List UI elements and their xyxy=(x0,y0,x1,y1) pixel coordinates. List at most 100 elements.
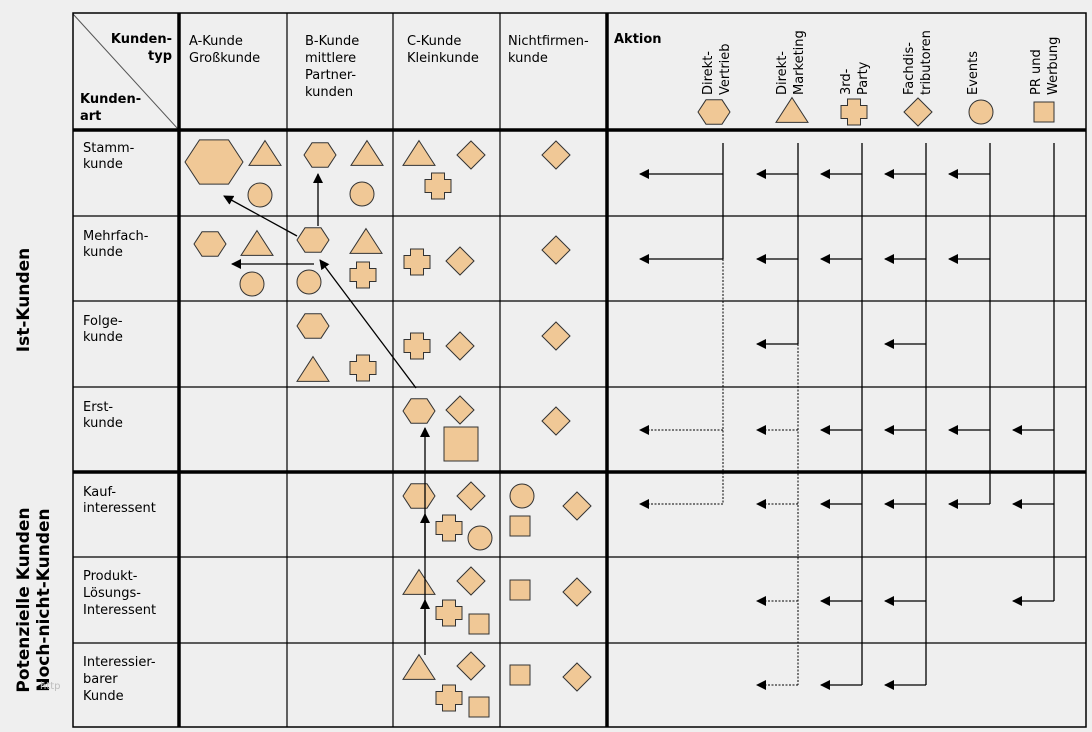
row-label-stamm: Stamm- kunde xyxy=(83,141,135,172)
cell-n-stamm xyxy=(541,140,571,170)
corner-label-kundentyp-2: typ xyxy=(148,49,172,64)
action-direkt-marketing-line-2: Marketing xyxy=(792,30,807,95)
hexagon-shape xyxy=(697,99,731,125)
row-label-erst: Erst- kunde xyxy=(83,400,123,431)
action-fachdistributoren-line-1: Fachdis- xyxy=(902,42,917,95)
row-label-interessierbar: Interessier- barer Kunde xyxy=(83,655,156,704)
cell-a-stamm xyxy=(184,139,282,208)
square-shape xyxy=(509,579,531,601)
cross-shape xyxy=(403,248,431,276)
action-pr-werbung-line-1: PR und xyxy=(1029,49,1044,95)
diamond-shape xyxy=(456,566,486,596)
diamond-shape xyxy=(445,331,475,361)
action-events-line-1: Events xyxy=(966,51,981,95)
square-shape xyxy=(468,613,490,635)
column-header-a-line-1: A-Kunde xyxy=(189,34,243,49)
legend-events-icon xyxy=(968,99,994,125)
column-header-c-line-2: Kleinkunde xyxy=(407,51,479,66)
square-shape xyxy=(509,664,531,686)
action-direkt-vertrieb-line-2: Vertrieb xyxy=(718,43,733,95)
row-interessierbar-line-3: Kunde xyxy=(83,689,124,704)
action-direkt-vertrieb-line-1: Direkt- xyxy=(701,51,716,95)
row-kauf-line-1: Kauf- xyxy=(83,485,116,500)
cross-shape xyxy=(435,599,463,627)
cell-c-mehrfach xyxy=(403,246,475,276)
corner-label-kundenart-2: art xyxy=(80,109,101,124)
diamond-shape xyxy=(445,246,475,276)
cell-n-mehrfach xyxy=(541,235,571,265)
cell-n-interessierbar xyxy=(509,662,592,692)
watermark-text: http xyxy=(40,681,61,692)
column-header-b: B-Kunde mittlere Partner- kunden xyxy=(305,34,359,100)
diamond-shape xyxy=(541,321,571,351)
column-header-b-line-4: kunden xyxy=(305,85,353,100)
column-header-n-line-2: kunde xyxy=(508,51,548,66)
cell-b-folge xyxy=(296,313,377,382)
diamond-shape xyxy=(903,97,933,127)
hexagon-shape xyxy=(303,142,337,168)
table-frame xyxy=(72,12,1087,728)
row-mehrfach-line-2: kunde xyxy=(83,245,123,260)
diamond-shape xyxy=(456,140,486,170)
cell-n-erst xyxy=(541,406,571,436)
cell-n-produkt xyxy=(509,577,592,607)
triangle-shape xyxy=(350,139,384,166)
hexagon-shape xyxy=(402,398,436,424)
migration-arrows xyxy=(223,173,430,655)
circle-shape xyxy=(968,99,994,125)
cell-c-erst xyxy=(402,395,479,462)
triangle-shape xyxy=(248,139,282,166)
row-erst-line-2: kunde xyxy=(83,416,123,431)
row-stamm-line-2: kunde xyxy=(83,157,123,172)
row-produkt-line-2: Lösungs- xyxy=(83,586,141,601)
action-direkt-marketing-line-1: Direkt- xyxy=(775,51,790,95)
diamond-shape xyxy=(456,481,486,511)
cross-shape xyxy=(424,172,452,200)
cell-n-folge xyxy=(541,321,571,351)
cross-shape xyxy=(349,261,377,289)
reach-events xyxy=(948,143,991,509)
circle-shape xyxy=(247,182,273,208)
column-header-a: A-Kunde Großkunde xyxy=(189,34,260,66)
action-header-pr-werbung: PR und Werbung xyxy=(1029,37,1061,95)
circle-shape xyxy=(349,181,375,207)
grid-lines xyxy=(72,12,1087,728)
column-header-n-line-1: Nichtfirmen- xyxy=(508,34,589,49)
legend-direkt-marketing-icon xyxy=(775,96,809,123)
cell-c-folge xyxy=(403,331,475,361)
hexagon-shape xyxy=(296,227,330,253)
cell-b-stamm xyxy=(303,139,384,207)
diamond-shape xyxy=(541,140,571,170)
diamond-shape xyxy=(456,651,486,681)
action-header-fachdistributoren: Fachdis- tributoren xyxy=(902,30,934,95)
cross-shape xyxy=(349,354,377,382)
action-header-3rd-party: 3rd- Party xyxy=(839,61,871,95)
row-label-produkt: Produkt- Lösungs- Interessent xyxy=(83,569,156,618)
triangle-shape xyxy=(349,227,383,254)
cell-c-interessierbar xyxy=(402,651,490,718)
cell-c-stamm xyxy=(402,139,486,200)
action-header-direkt-vertrieb: Direkt- Vertrieb xyxy=(701,43,733,95)
reach-direkt-vertrieb xyxy=(639,143,724,509)
row-label-folge: Folge- kunde xyxy=(83,314,123,345)
column-header-b-line-2: mittlere xyxy=(305,51,356,66)
action-fachdistributoren-line-2: tributoren xyxy=(919,30,934,95)
column-header-c-line-1: C-Kunde xyxy=(407,34,461,49)
diamond-shape xyxy=(562,662,592,692)
row-produkt-line-1: Produkt- xyxy=(83,569,138,584)
triangle-shape xyxy=(240,229,274,256)
diamond-shape xyxy=(541,406,571,436)
column-header-b-line-3: Partner- xyxy=(305,68,356,83)
column-header-a-line-2: Großkunde xyxy=(189,51,260,66)
legend-fachdistributoren-icon xyxy=(903,97,933,127)
action-3rd-party-line-2: Party xyxy=(856,61,871,95)
action-header-events: Events xyxy=(966,51,981,95)
row-produkt-line-3: Interessent xyxy=(83,603,156,618)
triangle-shape xyxy=(402,139,436,166)
cross-shape xyxy=(840,98,868,126)
triangle-shape xyxy=(775,96,809,123)
legend-pr-werbung-icon xyxy=(1033,101,1055,123)
group-label-ist-kunden: Ist-Kunden xyxy=(14,248,34,353)
